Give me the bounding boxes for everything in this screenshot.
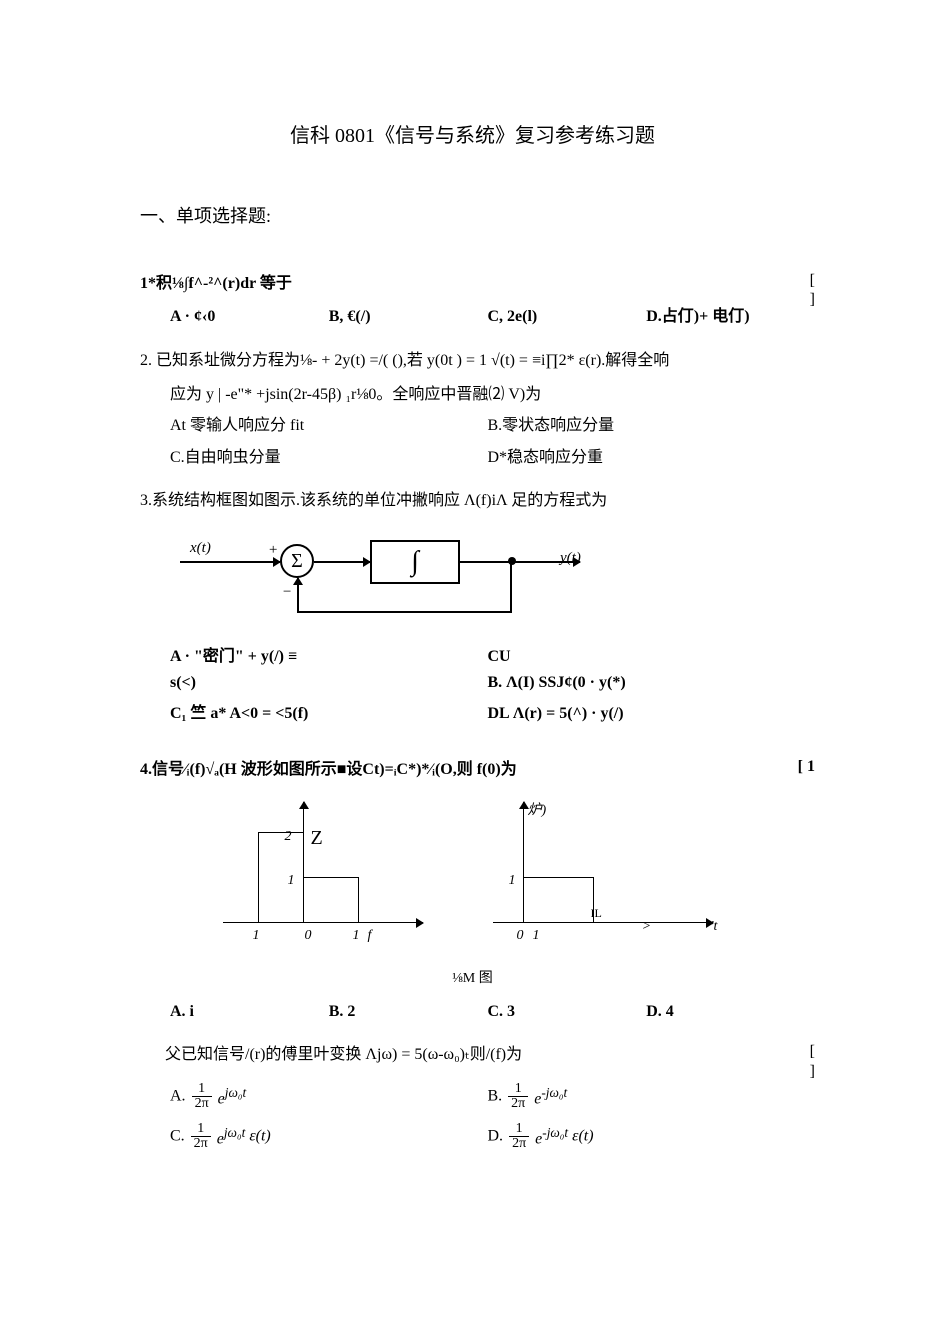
minus-sign: − bbox=[282, 580, 292, 604]
q5-opt-d: D. 12π e-jω₀t ε(t) bbox=[488, 1122, 806, 1152]
r-x1: 1 bbox=[533, 925, 540, 947]
rp1 bbox=[523, 877, 593, 878]
l-y2: 2 bbox=[285, 826, 292, 848]
q4-figure: 2 Z 1 1 0 1 f 炉) 1 0 1 IL > 't bbox=[213, 792, 733, 962]
q5-opt-a: A. 12π ejω₀t bbox=[170, 1082, 488, 1112]
q1-opt-c: C, 2e(l) bbox=[488, 304, 647, 330]
q5-prompt: 父已知信号/(r)的傅里叶变换 Λjω) = 5(ω-ω₀)ₜ则/(f)为 bbox=[140, 1042, 805, 1068]
left-y-axis bbox=[303, 802, 304, 922]
q5d-pre: D. bbox=[488, 1127, 504, 1144]
q1-opt-a: A · ¢‹0 bbox=[170, 304, 329, 330]
q5b-den: 2π bbox=[508, 1097, 528, 1111]
block-diagram: x(t) + Σ ∫ y(t) − bbox=[170, 524, 610, 634]
q2-opt-b: B.零状态响应分量 bbox=[488, 413, 806, 439]
q2-opt-c: C.自由响虫分量 bbox=[170, 445, 488, 471]
right-x-axis bbox=[493, 922, 713, 923]
q3-opt-a-l2: s(<) bbox=[170, 670, 488, 696]
r-IL: IL bbox=[591, 904, 602, 923]
r-ylab: 炉) bbox=[528, 800, 547, 822]
node-dot bbox=[508, 557, 516, 565]
q1-bracket: [ ] bbox=[810, 271, 815, 309]
q1-prompt: 1*积⅛∫f^-²^(r)dr 等于 bbox=[140, 271, 805, 297]
r-y1: 1 bbox=[509, 870, 516, 892]
l-y1: 1 bbox=[288, 870, 295, 892]
fb-up bbox=[297, 578, 299, 613]
l-xm1: 1 bbox=[253, 925, 260, 947]
pl1 bbox=[258, 832, 259, 922]
fb-down bbox=[510, 561, 512, 613]
pl3 bbox=[303, 877, 358, 878]
q4-opt-d: D. 4 bbox=[646, 999, 805, 1025]
integrator-box: ∫ bbox=[370, 540, 460, 584]
l-zsym: Z bbox=[311, 822, 323, 854]
question-2: 2. 已知系址微分方程为⅛- + 2y(t) =/( (),若 y(0t ) =… bbox=[140, 348, 805, 470]
q4-fig-caption: ⅛M 图 bbox=[140, 968, 805, 990]
q5c-num: 1 bbox=[191, 1122, 211, 1137]
q5c-e: ejω₀t bbox=[217, 1122, 246, 1152]
pl2 bbox=[258, 832, 303, 833]
q5c-post: ε(t) bbox=[249, 1127, 270, 1144]
q2-opt-d: D*稳态响应分重 bbox=[488, 445, 806, 471]
pl4 bbox=[358, 877, 359, 922]
q3-opt-c: C₁ 竺 a* A<0 = <5(f) bbox=[170, 701, 488, 727]
question-1: 1*积⅛∫f^-²^(r)dr 等于 [ ] A · ¢‹0 B, €(/) C… bbox=[140, 271, 805, 330]
r-xlab: 't bbox=[711, 916, 718, 938]
q5d-num: 1 bbox=[509, 1122, 529, 1137]
xt-label: x(t) bbox=[190, 536, 211, 560]
l-x1: 1 bbox=[353, 925, 360, 947]
q5b-e: e-jω₀t bbox=[534, 1082, 567, 1112]
yt-label: y(t) bbox=[560, 546, 581, 570]
q5-opt-b: B. 12π e-jω₀t bbox=[488, 1082, 806, 1112]
q4-opt-a: A. i bbox=[170, 999, 329, 1025]
q5b-num: 1 bbox=[508, 1082, 528, 1097]
right-y-axis bbox=[523, 802, 524, 922]
q2-prompt-l2: 应为 y | -e"* +jsin(2r-45β) ₁r⅛0。全响应中晋融⑵ V… bbox=[140, 382, 805, 408]
q5-opt-c: C. 12π ejω₀t ε(t) bbox=[170, 1122, 488, 1152]
q5-bracket: [ ] bbox=[810, 1042, 815, 1080]
section-heading: 一、单项选择题: bbox=[140, 202, 805, 231]
q4-prompt: 4.信号⁄ᵢ(f)√ₐ(H 波形如图所示■设Ct)=ᵢC*)*⁄ᵢ(O,则 f(… bbox=[140, 757, 805, 783]
r-x0: 0 bbox=[517, 925, 524, 947]
l-xlab: f bbox=[368, 925, 372, 947]
q3-cu: CU bbox=[488, 644, 806, 670]
question-5: 父已知信号/(r)的傅里叶变换 Λjω) = 5(ω-ω₀)ₜ则/(f)为 [ … bbox=[140, 1042, 805, 1151]
question-3: 3.系统结构框图如图示.该系统的单位冲撇响应 Λ(f)iΛ 足的方程式为 x(t… bbox=[140, 488, 805, 726]
doc-title: 信科 0801《信号与系统》复习参考练习题 bbox=[140, 120, 805, 152]
q3-opt-d: DL Λ(r) = 5(^) · y(/) bbox=[488, 701, 806, 727]
q5a-pre: A. bbox=[170, 1088, 186, 1105]
q5d-e: e-jω₀t bbox=[535, 1122, 568, 1152]
plus-sign: + bbox=[268, 538, 278, 562]
q5a-e: ejω₀t bbox=[218, 1082, 247, 1112]
q3-opt-a-l1: A · "密门" + y(/) ≡ bbox=[170, 644, 488, 670]
q5b-pre: B. bbox=[488, 1088, 503, 1105]
q3-opt-b: B. Λ(I) SSJ¢(0 · y(*) bbox=[488, 670, 806, 696]
q4-opt-b: B. 2 bbox=[329, 999, 488, 1025]
q2-prompt-l1: 2. 已知系址微分方程为⅛- + 2y(t) =/( (),若 y(0t ) =… bbox=[140, 348, 805, 374]
q3-prompt: 3.系统结构框图如图示.该系统的单位冲撇响应 Λ(f)iΛ 足的方程式为 bbox=[140, 488, 805, 514]
sum-node: Σ bbox=[280, 544, 314, 578]
line-in bbox=[180, 561, 280, 563]
q5a-num: 1 bbox=[192, 1082, 212, 1097]
q5a-den: 2π bbox=[192, 1097, 212, 1111]
left-x-axis bbox=[223, 922, 423, 923]
fb-across bbox=[297, 611, 512, 613]
q5c-den: 2π bbox=[191, 1137, 211, 1151]
r-arrow: > bbox=[643, 916, 651, 938]
line-sum-int bbox=[314, 561, 370, 563]
q2-opt-a: At 零输人响应分 fit bbox=[170, 413, 488, 439]
question-4: 4.信号⁄ᵢ(f)√ₐ(H 波形如图所示■设Ct)=ᵢC*)*⁄ᵢ(O,则 f(… bbox=[140, 757, 805, 1025]
q5d-post: ε(t) bbox=[572, 1127, 593, 1144]
q5c-pre: C. bbox=[170, 1127, 185, 1144]
q1-opt-d: D.占仃)+ 电仃) bbox=[646, 304, 805, 330]
q1-opt-b: B, €(/) bbox=[329, 304, 488, 330]
q4-opt-c: C. 3 bbox=[488, 999, 647, 1025]
l-x0: 0 bbox=[305, 925, 312, 947]
q5d-den: 2π bbox=[509, 1137, 529, 1151]
q4-bracket: [ 1 bbox=[798, 757, 815, 776]
